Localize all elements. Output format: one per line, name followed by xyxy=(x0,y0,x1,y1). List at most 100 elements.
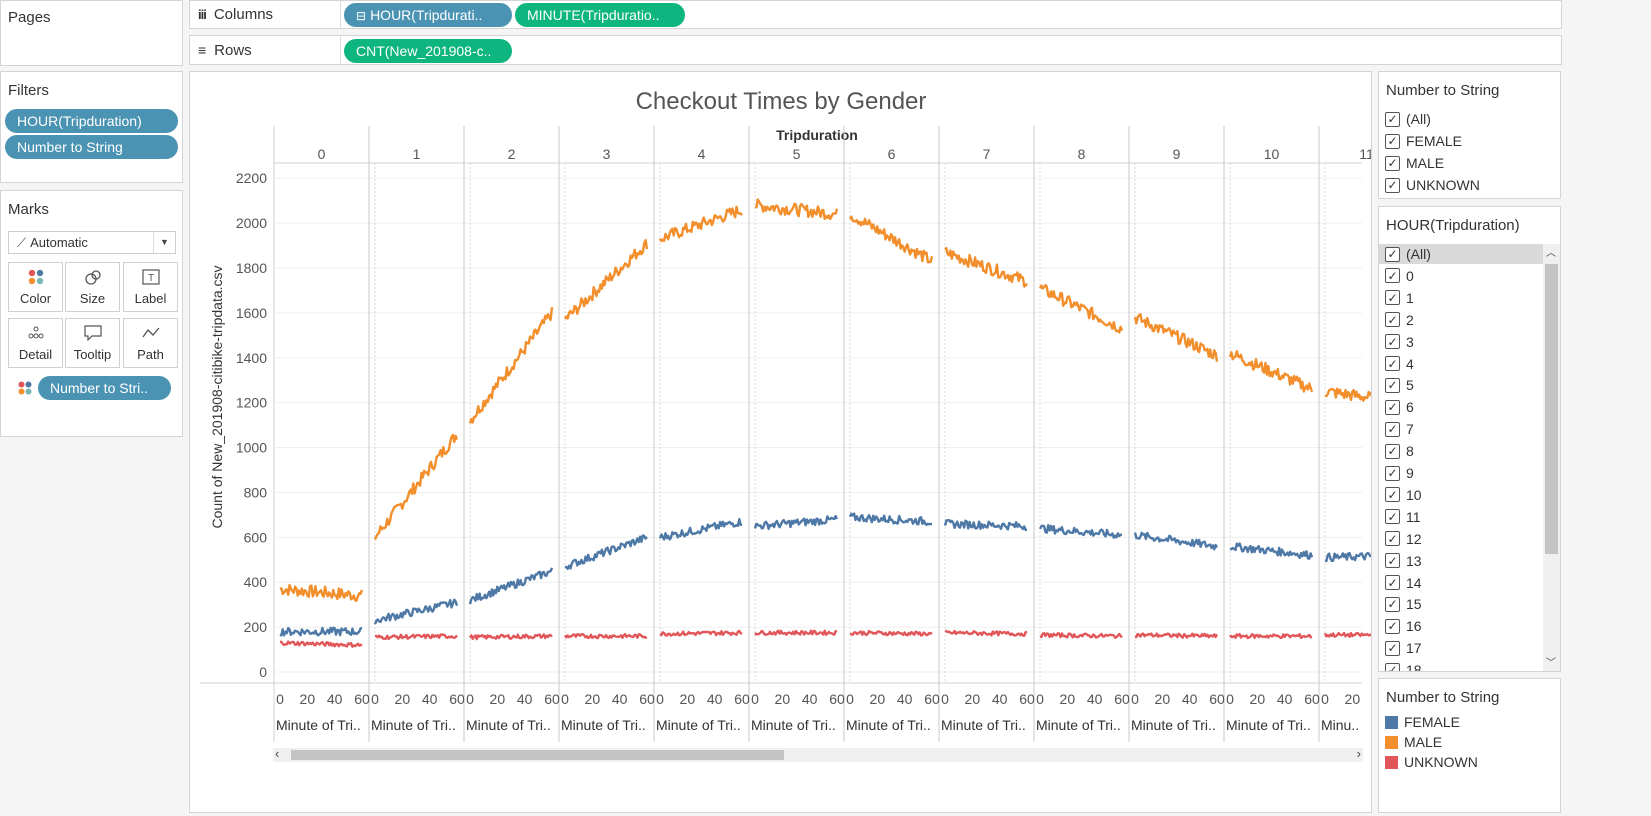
marks-color-pill[interactable]: Number to Stri.. xyxy=(38,376,171,400)
checkbox[interactable]: ✓ xyxy=(1385,596,1400,612)
checkbox-item[interactable]: ✓ 0 xyxy=(1385,266,1414,286)
marks-title: Marks xyxy=(8,201,49,218)
checkbox[interactable]: ✓ xyxy=(1385,421,1400,437)
x-tick-label: 40 xyxy=(612,691,628,707)
checkbox[interactable]: ✓ xyxy=(1385,640,1400,656)
checkbox[interactable]: ✓ xyxy=(1385,377,1400,393)
columns-shelf[interactable]: iii Columns ⊟ HOUR(Tripdurati.. MINUTE(Tr… xyxy=(189,0,1562,29)
checkbox[interactable]: ✓ xyxy=(1385,312,1400,328)
x-tick-label: 60 xyxy=(449,691,465,707)
chevron-down-icon[interactable]: ▼ xyxy=(153,232,175,253)
checkbox-item[interactable]: ✓ 3 xyxy=(1385,332,1414,352)
scroll-right-icon[interactable]: › xyxy=(1356,746,1361,761)
checkbox-item[interactable]: ✓ 16 xyxy=(1385,616,1422,636)
path-icon xyxy=(141,325,160,344)
scroll-down-icon[interactable]: ﹀ xyxy=(1546,658,1556,669)
checkbox[interactable]: ✓ xyxy=(1385,290,1400,306)
checkbox-item[interactable]: ✓ UNKNOWN xyxy=(1385,175,1480,195)
scroll-up-icon[interactable]: ︿ xyxy=(1546,248,1556,259)
checkbox[interactable]: ✓ xyxy=(1385,399,1400,415)
checkbox[interactable]: ✓ xyxy=(1385,575,1400,590)
scroll-left-icon[interactable]: ‹ xyxy=(275,746,280,761)
checkbox-item[interactable]: ✓ 9 xyxy=(1385,463,1414,483)
checkbox[interactable]: ✓ xyxy=(1385,465,1400,481)
chart-title: Checkout Times by Gender xyxy=(636,88,927,115)
size-button[interactable]: Size xyxy=(65,262,120,312)
color-button[interactable]: Color xyxy=(8,262,63,312)
hour-header-label: 5 xyxy=(793,146,801,162)
checkbox-label: FEMALE xyxy=(1406,133,1463,149)
checkbox-item[interactable]: ✓ 10 xyxy=(1385,485,1422,505)
checkbox[interactable]: ✓ xyxy=(1385,509,1400,525)
tooltip-button[interactable]: Tooltip xyxy=(65,318,120,368)
checkbox-item[interactable]: ✓ 18 xyxy=(1385,660,1422,671)
checkbox[interactable]: ✓ xyxy=(1385,443,1400,459)
checkbox[interactable]: ✓ xyxy=(1385,133,1400,149)
legend-swatch xyxy=(1385,735,1398,749)
checkbox-item[interactable]: ✓ 12 xyxy=(1385,529,1422,549)
checkbox-label: 12 xyxy=(1406,530,1422,547)
checkbox-item[interactable]: ✓ 4 xyxy=(1385,354,1414,374)
checkbox-item[interactable]: ✓ 2 xyxy=(1385,310,1414,330)
rows-shelf[interactable]: ≡ Rows CNT(New_201908-c.. xyxy=(189,35,1562,65)
hour-header-label: 11 xyxy=(1359,146,1371,162)
checkbox[interactable]: ✓ xyxy=(1385,487,1400,503)
checkbox-item[interactable]: ✓ 5 xyxy=(1385,375,1414,395)
columns-pill-minute[interactable]: MINUTE(Tripduratio.. xyxy=(515,3,685,27)
x-tick-label: 60 xyxy=(639,691,655,707)
checkbox-item[interactable]: ✓ 14 xyxy=(1385,573,1422,593)
checkbox-item[interactable]: ✓ (All) xyxy=(1385,109,1431,129)
legend-title: Number to String xyxy=(1386,689,1500,706)
checkbox-item[interactable]: ✓ 8 xyxy=(1385,441,1414,461)
x-tick-label: 40 xyxy=(327,691,343,707)
vertical-scrollbar[interactable]: ︿ ﹀ xyxy=(1543,244,1560,671)
checkbox[interactable]: ✓ xyxy=(1385,177,1400,193)
checkbox-item[interactable]: ✓ 13 xyxy=(1385,551,1422,571)
collapse-icon[interactable]: ⊟ xyxy=(356,9,367,23)
checkbox[interactable]: ✓ xyxy=(1385,356,1400,371)
checkbox[interactable]: ✓ xyxy=(1385,155,1400,171)
checkbox-item[interactable]: ✓ FEMALE xyxy=(1385,131,1462,151)
label-button[interactable]: T Label xyxy=(123,262,178,312)
vertical-scrollbar-thumb[interactable] xyxy=(1545,264,1558,554)
checkbox-item[interactable]: ✓ 6 xyxy=(1385,397,1414,417)
checkbox-item[interactable]: ✓ (All) xyxy=(1379,244,1544,264)
legend-item[interactable]: MALE xyxy=(1385,734,1442,750)
checkbox[interactable]: ✓ xyxy=(1385,268,1400,284)
scrollbar-thumb[interactable] xyxy=(291,750,784,760)
checkbox-item[interactable]: ✓ MALE xyxy=(1385,153,1444,173)
checkbox[interactable]: ✓ xyxy=(1385,531,1400,547)
checkbox[interactable]: ✓ xyxy=(1385,553,1400,569)
hour-header-label: 7 xyxy=(983,146,991,162)
checkbox[interactable]: ✓ xyxy=(1385,111,1400,127)
checkbox-item[interactable]: ✓ 17 xyxy=(1385,638,1422,658)
line-series-unknown xyxy=(564,632,648,640)
hour-header-label: 10 xyxy=(1264,146,1280,162)
legend-item[interactable]: FEMALE xyxy=(1385,714,1460,730)
rows-pill-count[interactable]: CNT(New_201908-c.. xyxy=(344,39,512,63)
checkbox[interactable]: ✓ xyxy=(1385,334,1400,350)
checkbox[interactable]: ✓ xyxy=(1385,246,1400,262)
line-series-male xyxy=(563,238,649,320)
color-icon xyxy=(28,269,44,288)
horizontal-scrollbar[interactable]: ‹ › xyxy=(273,746,1363,762)
checkbox-label: (All) xyxy=(1406,111,1431,127)
y-tick-label: 600 xyxy=(244,529,268,545)
columns-pill-hour[interactable]: ⊟ HOUR(Tripdurati.. xyxy=(344,3,512,27)
filter-pill-hour[interactable]: HOUR(Tripduration) xyxy=(5,109,178,133)
path-button[interactable]: Path xyxy=(123,318,178,368)
y-tick-label: 400 xyxy=(244,574,268,590)
checkbox-item[interactable]: ✓ 11 xyxy=(1385,507,1421,527)
mark-type-dropdown[interactable]: ⟋ Automatic ▼ xyxy=(8,231,176,254)
checkbox-label: 13 xyxy=(1406,552,1422,569)
checkbox[interactable]: ✓ xyxy=(1385,662,1400,671)
checkbox-item[interactable]: ✓ 15 xyxy=(1385,594,1422,614)
legend-item[interactable]: UNKNOWN xyxy=(1385,754,1478,770)
x-tick-label: 40 xyxy=(1277,691,1293,707)
checkbox-item[interactable]: ✓ 1 xyxy=(1385,288,1414,308)
filter-pill-gender[interactable]: Number to String xyxy=(5,135,178,159)
detail-button[interactable]: Detail xyxy=(8,318,63,368)
x-tick-label: 20 xyxy=(1155,691,1171,707)
checkbox[interactable]: ✓ xyxy=(1385,618,1400,634)
checkbox-item[interactable]: ✓ 7 xyxy=(1385,419,1414,439)
